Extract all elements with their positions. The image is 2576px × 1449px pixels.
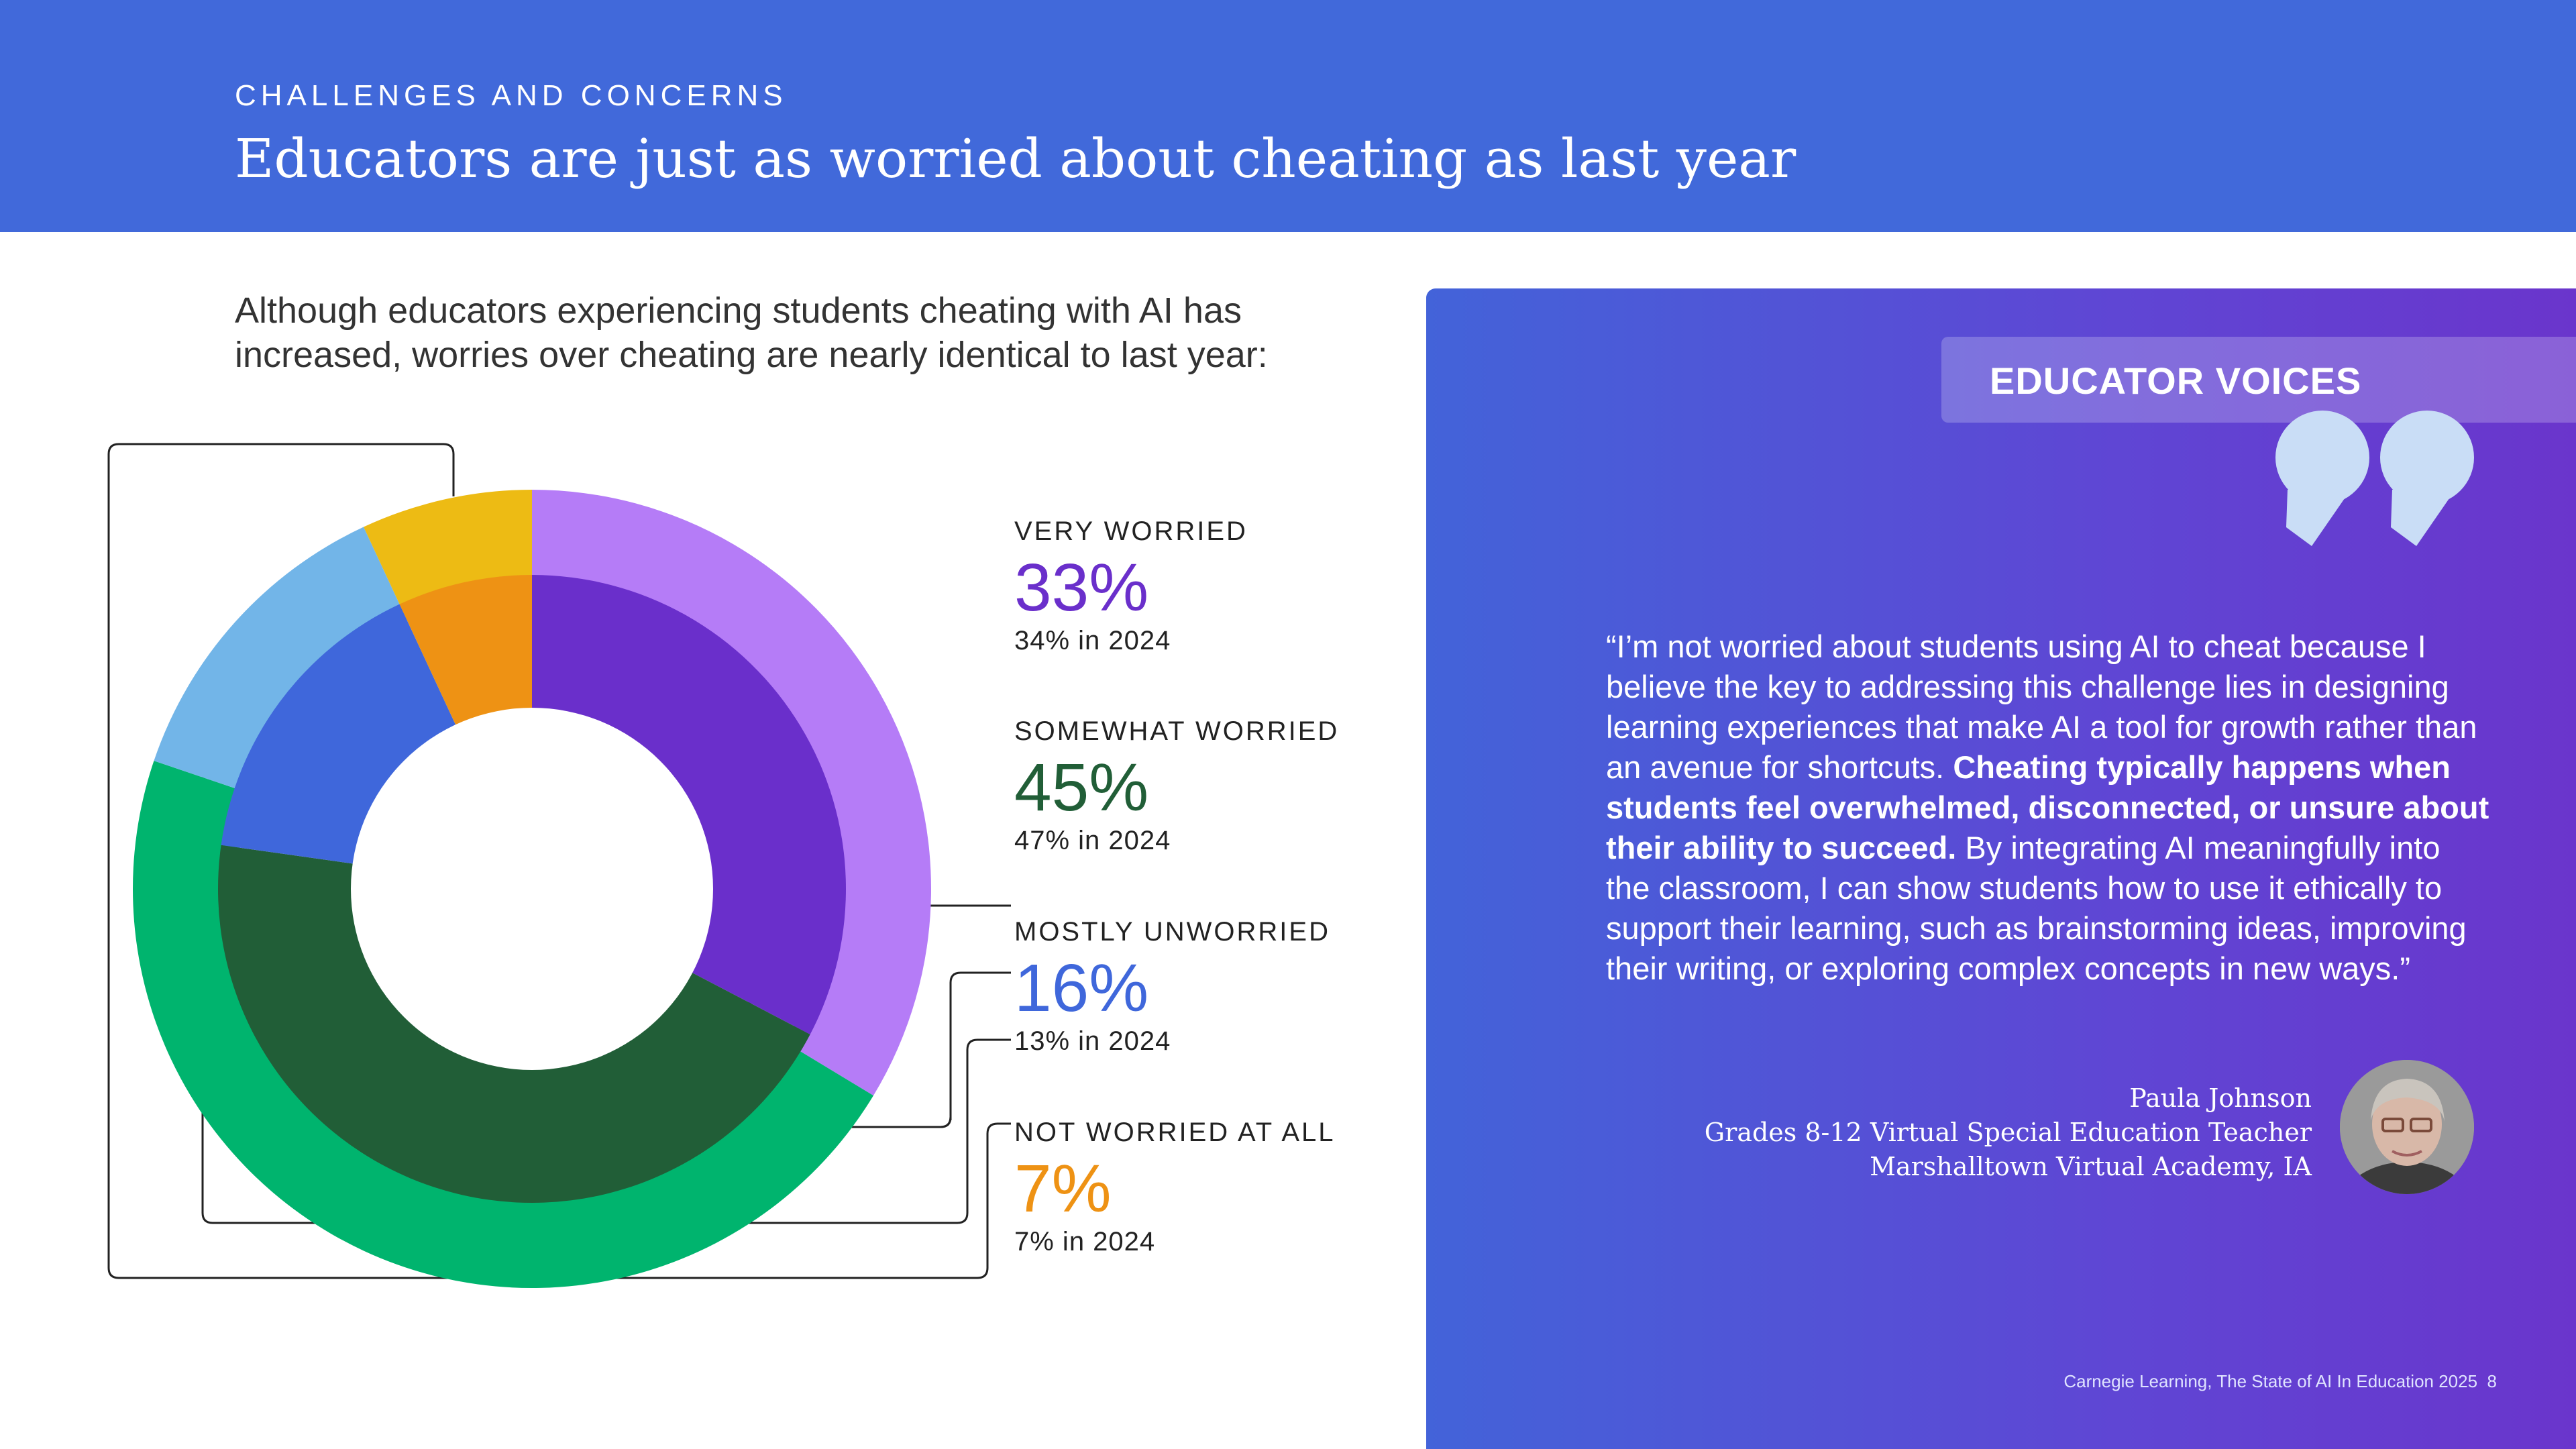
legend-label: NOT WORRIED AT ALL [1014, 1118, 1336, 1147]
quote-text-bold: Cheating typically happens when students… [1606, 749, 2489, 865]
footer-source: Carnegie Learning, The State of AI In Ed… [2063, 1371, 2478, 1391]
legend-previous: 34% in 2024 [1014, 626, 1171, 655]
quote-icon [2275, 411, 2474, 546]
badge-label: EDUCATOR VOICES [1990, 360, 2362, 402]
avatar [2340, 1060, 2474, 1194]
legend-value: 33% [1014, 550, 1149, 625]
educator-voices-badge: EDUCATOR VOICES [1941, 337, 2576, 423]
page-number: 8 [2487, 1371, 2497, 1391]
legend-mostly-unworried: MOSTLY UNWORRIED 16% 13% in 2024 [1014, 917, 1363, 1057]
legend-previous: 13% in 2024 [1014, 1026, 1171, 1056]
legend-value: 7% [1014, 1151, 1112, 1226]
legend-very-worried: VERY WORRIED 33% 34% in 2024 [1014, 517, 1363, 656]
legend-value: 45% [1014, 750, 1149, 825]
author-school: Marshalltown Virtual Academy, IA [1870, 1152, 2312, 1181]
legend-not-worried: NOT WORRIED AT ALL 7% 7% in 2024 [1014, 1118, 1363, 1257]
author-name: Paula Johnson [2129, 1083, 2312, 1113]
page-title: Educators are just as worried about chea… [235, 127, 1796, 190]
section-kicker: CHALLENGES AND CONCERNS [235, 79, 788, 112]
quote-text-2: By integrating AI meaningfully into the … [1606, 830, 2467, 986]
outer-slice-mostly-unworried [154, 527, 408, 794]
legend-label: SOMEWHAT WORRIED [1014, 716, 1340, 746]
legend-somewhat-worried: SOMEWHAT WORRIED 45% 47% in 2024 [1014, 716, 1363, 856]
quote-text-1: “I’m not worried about students using AI… [1606, 629, 2477, 785]
quote-attribution: Paula Johnson Grades 8-12 Virtual Specia… [1705, 1081, 2312, 1184]
testimonial-quote: “I’m not worried about students using AI… [1606, 627, 2491, 989]
donut-hole [351, 708, 713, 1070]
legend-previous: 47% in 2024 [1014, 826, 1171, 855]
connector-not-worried [107, 443, 1011, 1279]
inner-slice-mostly-unworried [221, 604, 458, 865]
educator-voices-panel [1426, 288, 2576, 1449]
worry-donut-chart [107, 443, 1011, 1288]
legend-previous: 7% in 2024 [1014, 1227, 1156, 1256]
legend-label: MOSTLY UNWORRIED [1014, 917, 1330, 947]
header-banner: CHALLENGES AND CONCERNS Educators are ju… [0, 0, 2576, 232]
intro-text: Although educators experiencing students… [235, 290, 1268, 375]
legend-value: 16% [1014, 951, 1149, 1026]
avatar-photo-icon [2340, 1060, 2474, 1194]
connector-somewhat-leader [726, 971, 1011, 1128]
legend-label: VERY WORRIED [1014, 517, 1248, 546]
footer-citation: Carnegie Learning, The State of AI In Ed… [2063, 1371, 2497, 1392]
inner-slice-somewhat-worried [218, 845, 810, 1203]
author-role: Grades 8-12 Virtual Special Education Te… [1704, 1118, 2312, 1147]
inner-slice-not-worried-at-all [399, 575, 532, 730]
